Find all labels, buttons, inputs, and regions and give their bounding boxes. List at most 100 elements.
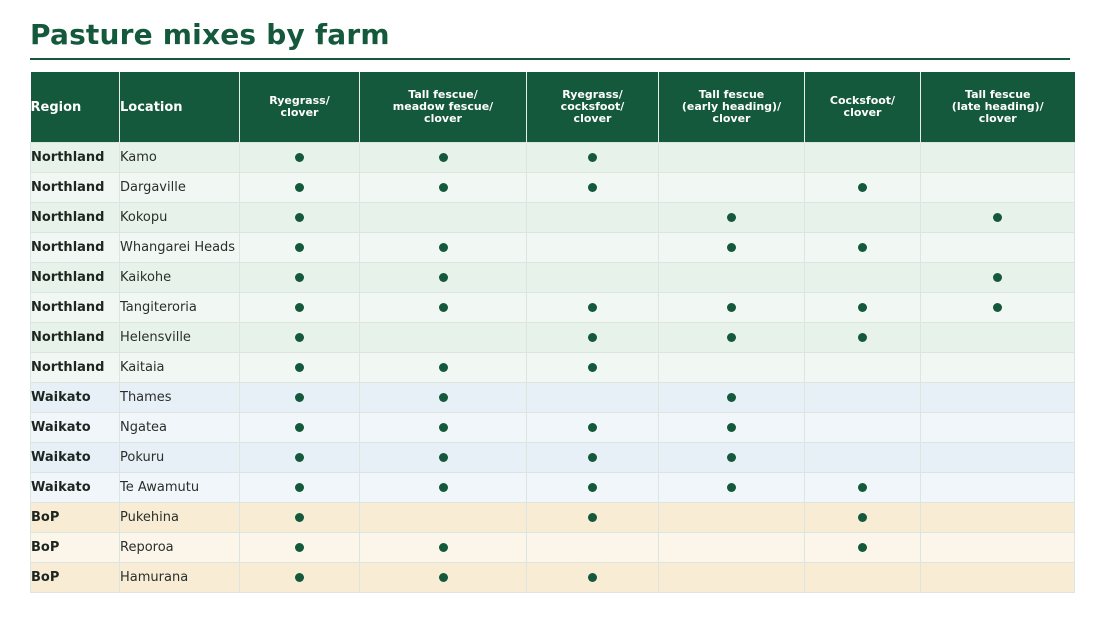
mix-cell — [804, 532, 921, 563]
mix-cell — [804, 202, 921, 233]
mix-cell — [359, 172, 527, 203]
mix-cell — [920, 412, 1075, 443]
location-cell: Kaikohe — [119, 262, 240, 293]
location-cell: Ngatea — [119, 412, 240, 443]
region-cell: Waikato — [30, 412, 120, 443]
mix-cell — [526, 412, 659, 443]
mix-cell — [526, 142, 659, 173]
mix-cell — [526, 172, 659, 203]
table-row: Northland Dargaville — [30, 172, 1075, 203]
mix-cell — [920, 262, 1075, 293]
mix-cell — [658, 172, 805, 203]
mix-cell — [239, 472, 360, 503]
check-dot-icon — [588, 573, 597, 582]
mix-cell — [920, 322, 1075, 353]
mix-cell — [239, 172, 360, 203]
table-body: Northland Kamo Northland Dargaville Northlan… — [30, 142, 1075, 593]
table-row: Northland Tangiteroria — [30, 292, 1075, 323]
location-cell: Tangiteroria — [119, 292, 240, 323]
table-row: Waikato Ngatea — [30, 412, 1075, 443]
check-dot-icon — [993, 273, 1002, 282]
mix-cell — [239, 292, 360, 323]
check-dot-icon — [727, 453, 736, 462]
mix-cell — [239, 412, 360, 443]
check-dot-icon — [588, 483, 597, 492]
region-cell: Northland — [30, 352, 120, 383]
mix-cell — [239, 532, 360, 563]
mix-cell — [658, 472, 805, 503]
check-dot-icon — [588, 513, 597, 522]
check-dot-icon — [588, 423, 597, 432]
mix-cell — [359, 142, 527, 173]
mix-cell — [658, 232, 805, 263]
column-header-mix: Tall fescue (late heading)/ clover — [920, 72, 1075, 143]
check-dot-icon — [438, 183, 448, 192]
check-dot-icon — [295, 363, 304, 372]
location-cell: Helensville — [119, 322, 240, 353]
check-dot-icon — [858, 243, 867, 252]
mix-cell — [920, 232, 1075, 263]
mix-cell — [239, 382, 360, 413]
header-row: Region Location Ryegrass/ clover Tall fe… — [30, 72, 1075, 143]
table-row: Waikato Pokuru — [30, 442, 1075, 473]
mix-cell — [526, 262, 659, 293]
check-dot-icon — [295, 483, 304, 492]
mix-cell — [804, 472, 921, 503]
mix-cell — [526, 472, 659, 503]
mix-cell — [239, 232, 360, 263]
check-dot-icon — [727, 213, 736, 222]
mix-cell — [526, 532, 659, 563]
table-row: Northland Kaikohe — [30, 262, 1075, 293]
mix-cell — [658, 262, 805, 293]
mix-cell — [920, 472, 1075, 503]
region-cell: Northland — [30, 232, 120, 263]
mix-cell — [658, 502, 805, 533]
mix-cell — [920, 352, 1075, 383]
location-cell: Te Awamutu — [119, 472, 240, 503]
mix-cell — [804, 382, 921, 413]
mix-cell — [920, 142, 1075, 173]
table-row: Waikato Te Awamutu — [30, 472, 1075, 503]
column-header-mix: Tall fescue (early heading)/ clover — [658, 72, 805, 143]
pasture-mix-table: Region Location Ryegrass/ clover Tall fe… — [30, 72, 1075, 593]
table-row: Waikato Thames — [30, 382, 1075, 413]
mix-cell — [359, 262, 527, 293]
table-row: BoP Pukehina — [30, 502, 1075, 533]
mix-cell — [920, 562, 1075, 593]
check-dot-icon — [438, 153, 448, 162]
location-cell: Kamo — [119, 142, 240, 173]
column-header-region: Region — [30, 72, 120, 143]
check-dot-icon — [858, 183, 867, 192]
mix-cell — [804, 562, 921, 593]
check-dot-icon — [438, 453, 448, 462]
mix-cell — [658, 562, 805, 593]
mix-cell — [359, 472, 527, 503]
mix-cell — [359, 412, 527, 443]
table-row: Northland Helensville — [30, 322, 1075, 353]
check-dot-icon — [727, 333, 736, 342]
mix-cell — [359, 382, 527, 413]
mix-cell — [526, 232, 659, 263]
location-cell: Whangarei Heads — [119, 232, 240, 263]
mix-cell — [239, 322, 360, 353]
mix-cell — [239, 352, 360, 383]
mix-cell — [239, 262, 360, 293]
check-dot-icon — [858, 483, 867, 492]
mix-cell — [359, 532, 527, 563]
check-dot-icon — [588, 153, 597, 162]
location-cell: Kaitaia — [119, 352, 240, 383]
mix-cell — [526, 382, 659, 413]
column-header-location: Location — [119, 72, 240, 143]
page-title: Pasture mixes by farm — [30, 18, 390, 51]
table-row: Northland Kaitaia — [30, 352, 1075, 383]
mix-cell — [804, 232, 921, 263]
mix-cell — [920, 202, 1075, 233]
mix-cell — [359, 562, 527, 593]
check-dot-icon — [295, 243, 304, 252]
mix-cell — [804, 292, 921, 323]
mix-cell — [658, 532, 805, 563]
check-dot-icon — [295, 303, 304, 312]
mix-cell — [526, 322, 659, 353]
column-header-mix: Ryegrass/ clover — [239, 72, 360, 143]
mix-cell — [359, 442, 527, 473]
